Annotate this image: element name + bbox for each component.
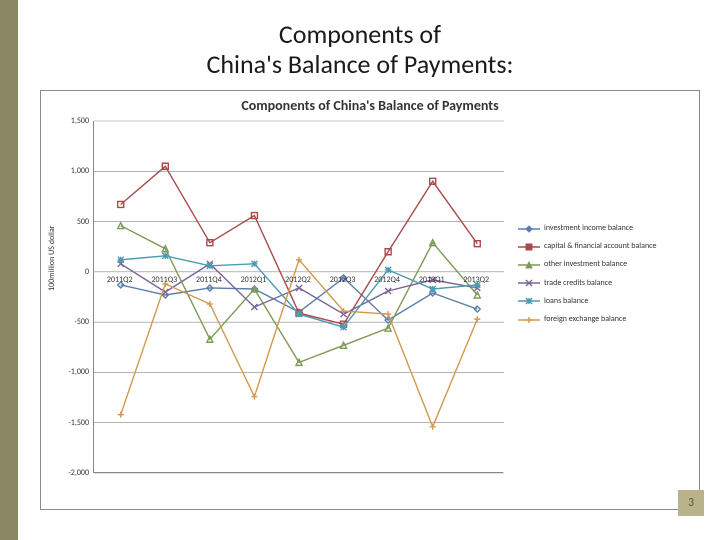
legend-swatch bbox=[518, 297, 540, 305]
slide-title: Components ofChina's Balance of Payments… bbox=[0, 20, 720, 80]
legend-swatch bbox=[518, 316, 540, 324]
series-marker bbox=[341, 324, 347, 330]
y-tick-label: 0 bbox=[61, 267, 89, 277]
series-marker bbox=[385, 267, 391, 273]
x-tick-label: 2012Q3 bbox=[325, 275, 361, 285]
series-marker bbox=[474, 316, 480, 322]
series-line bbox=[121, 264, 478, 314]
x-tick-label: 2011Q2 bbox=[102, 275, 138, 285]
legend-label: other investment balance bbox=[544, 257, 627, 272]
legend-label: foreign exchange balance bbox=[544, 312, 626, 327]
series-line bbox=[121, 166, 478, 324]
y-tick-label: -1,000 bbox=[61, 367, 89, 377]
legend-item: other investment balance bbox=[518, 257, 693, 272]
x-tick-label: 2012Q2 bbox=[280, 275, 316, 285]
legend-swatch bbox=[518, 279, 540, 287]
legend-item: loans balance bbox=[518, 294, 693, 309]
legend-item: foreign exchange balance bbox=[518, 312, 693, 327]
legend-label: trade credits balance bbox=[544, 276, 612, 291]
slide-side-bar bbox=[0, 0, 18, 540]
series-marker bbox=[296, 311, 302, 317]
x-tick-label: 2013Q2 bbox=[458, 275, 494, 285]
legend-label: investment income balance bbox=[544, 221, 633, 236]
series-marker bbox=[251, 394, 257, 400]
series-marker bbox=[251, 304, 257, 310]
y-axis-title: 100million US dollar bbox=[47, 226, 57, 291]
y-tick-label: 1,500 bbox=[61, 116, 89, 126]
chart-legend: investment income balance capital & finan… bbox=[518, 221, 693, 330]
series-marker bbox=[251, 261, 257, 267]
legend-item: trade credits balance bbox=[518, 276, 693, 291]
series-marker bbox=[118, 412, 124, 418]
series-marker bbox=[207, 301, 213, 307]
legend-label: capital & financial account balance bbox=[544, 239, 657, 254]
x-tick-label: 2012Q1 bbox=[235, 275, 271, 285]
x-tick-label: 2011Q4 bbox=[191, 275, 227, 285]
series-marker bbox=[207, 263, 213, 269]
page-number-badge: 3 bbox=[678, 490, 704, 516]
legend-swatch bbox=[518, 225, 540, 233]
chart-title: Components of China's Balance of Payment… bbox=[41, 97, 699, 114]
legend-swatch bbox=[518, 261, 540, 269]
series-marker bbox=[385, 311, 391, 317]
legend-item: capital & financial account balance bbox=[518, 239, 693, 254]
series-marker bbox=[430, 424, 436, 430]
legend-swatch bbox=[518, 243, 540, 251]
x-tick-label: 2013Q1 bbox=[414, 275, 450, 285]
y-tick-label: -1,500 bbox=[61, 418, 89, 428]
series-marker bbox=[430, 286, 436, 292]
series-marker bbox=[118, 257, 124, 263]
series-marker bbox=[296, 285, 302, 291]
x-tick-label: 2012Q4 bbox=[369, 275, 405, 285]
y-tick-label: -2,000 bbox=[61, 468, 89, 478]
y-tick-label: -500 bbox=[61, 317, 89, 327]
x-tick-label: 2011Q3 bbox=[146, 275, 182, 285]
legend-label: loans balance bbox=[544, 294, 588, 309]
chart-plot-area bbox=[93, 121, 503, 473]
chart-frame: Components of China's Balance of Payment… bbox=[40, 90, 700, 510]
y-tick-label: 1,000 bbox=[61, 166, 89, 176]
series-marker bbox=[162, 253, 168, 259]
y-tick-label: 500 bbox=[61, 217, 89, 227]
legend-item: investment income balance bbox=[518, 221, 693, 236]
